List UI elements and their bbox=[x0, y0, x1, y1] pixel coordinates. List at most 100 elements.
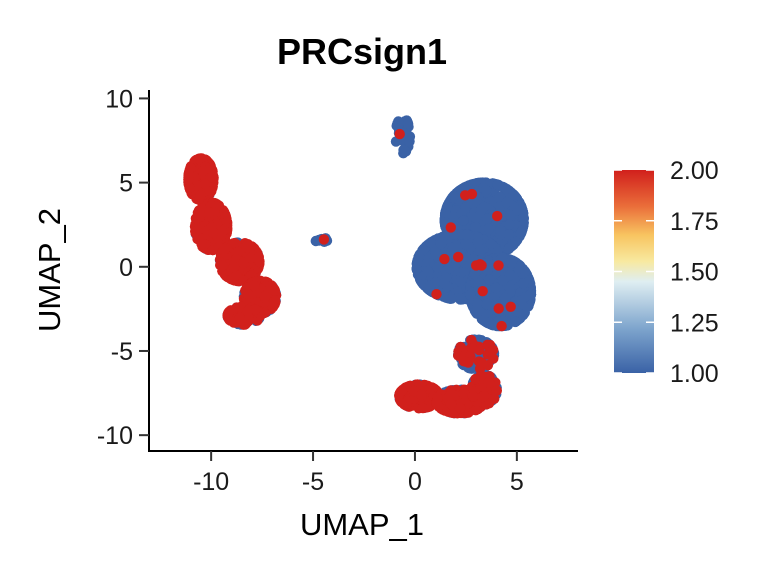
data-point-low bbox=[501, 197, 512, 208]
data-point-low bbox=[470, 221, 481, 233]
data-point-high bbox=[195, 190, 206, 201]
data-point-high bbox=[488, 353, 499, 364]
data-point-low bbox=[470, 212, 482, 223]
colorbar-tick-label: 1.25 bbox=[670, 309, 719, 337]
colorbar-ticks: 1.00 1.25 1.50 1.75 2.00 bbox=[614, 157, 719, 388]
data-point-low bbox=[404, 136, 415, 147]
data-point-high bbox=[208, 227, 219, 238]
data-point-high bbox=[505, 301, 516, 312]
data-point-low bbox=[486, 319, 497, 330]
data-point-high bbox=[259, 291, 271, 302]
data-point-low bbox=[472, 237, 484, 248]
data-point-high bbox=[466, 188, 478, 200]
data-point-high bbox=[431, 289, 442, 300]
data-point-low bbox=[402, 118, 414, 129]
data-point-high bbox=[217, 260, 228, 271]
data-point-high bbox=[231, 269, 242, 281]
y-tick-label: 0 bbox=[119, 254, 133, 282]
data-point-low bbox=[515, 228, 526, 239]
x-tick-label: 0 bbox=[408, 468, 422, 496]
data-point-low bbox=[492, 179, 503, 190]
data-point-high bbox=[492, 210, 503, 222]
data-point-high bbox=[416, 389, 427, 400]
chart-title: PRCsign1 bbox=[277, 31, 447, 72]
colorbar-tick-label: 1.75 bbox=[670, 208, 719, 236]
data-point-high bbox=[463, 357, 474, 368]
data-point-high bbox=[476, 260, 487, 271]
data-point-high bbox=[396, 385, 407, 396]
data-point-low bbox=[490, 282, 502, 294]
data-point-high bbox=[432, 392, 443, 404]
data-point-low bbox=[506, 255, 518, 266]
data-point-high bbox=[491, 385, 502, 396]
data-point-high bbox=[204, 207, 215, 218]
data-point-high bbox=[248, 280, 260, 291]
data-point-high bbox=[475, 370, 487, 381]
data-point-low bbox=[469, 268, 480, 280]
colorbar: 1.00 1.25 1.50 1.75 2.00 bbox=[614, 157, 719, 388]
data-point-high bbox=[453, 251, 464, 263]
data-point-high bbox=[458, 388, 469, 399]
data-point-low bbox=[482, 213, 493, 224]
data-point-low bbox=[425, 237, 436, 248]
data-point-high bbox=[470, 405, 481, 416]
x-tick-label: -5 bbox=[302, 468, 324, 496]
data-point-high bbox=[467, 390, 479, 402]
data-point-high bbox=[496, 320, 507, 332]
data-point-high bbox=[196, 238, 207, 250]
data-point-low bbox=[435, 238, 447, 250]
data-point-high bbox=[493, 260, 504, 271]
y-axis-ticks: -10 -5 0 5 10 bbox=[97, 85, 149, 450]
colorbar-tick-label: 1.00 bbox=[670, 360, 719, 388]
data-point-low bbox=[444, 262, 456, 274]
data-point-high bbox=[394, 128, 405, 140]
data-point-low bbox=[448, 190, 460, 201]
y-tick-label: 5 bbox=[119, 170, 133, 198]
data-point-high bbox=[269, 285, 280, 296]
data-point-high bbox=[483, 398, 495, 409]
data-point-high bbox=[477, 286, 488, 297]
data-point-high bbox=[228, 261, 239, 273]
data-point-high bbox=[223, 307, 234, 319]
x-axis-title: UMAP_1 bbox=[300, 507, 424, 542]
data-point-low bbox=[480, 185, 491, 196]
data-point-high bbox=[425, 383, 436, 394]
data-point-high bbox=[183, 169, 194, 180]
data-point-low bbox=[497, 275, 509, 286]
data-point-low bbox=[485, 239, 497, 250]
data-point-low bbox=[483, 223, 494, 234]
data-point-low bbox=[501, 183, 512, 195]
data-point-high bbox=[253, 251, 264, 263]
data-point-high bbox=[478, 390, 489, 402]
colorbar-tick-label: 2.00 bbox=[670, 157, 719, 185]
x-axis-ticks: -10 -5 0 5 bbox=[193, 451, 524, 496]
data-point-high bbox=[199, 178, 211, 190]
data-point-low bbox=[446, 293, 457, 304]
data-point-low bbox=[500, 292, 511, 304]
data-point-low bbox=[510, 236, 521, 248]
data-point-high bbox=[197, 165, 208, 177]
data-point-low bbox=[398, 144, 409, 156]
data-point-high bbox=[242, 306, 254, 317]
data-point-high bbox=[439, 253, 450, 265]
data-point-low bbox=[516, 295, 527, 306]
data-point-low bbox=[510, 316, 521, 328]
data-point-high bbox=[219, 244, 230, 255]
data-point-low bbox=[455, 276, 466, 287]
data-point-low bbox=[504, 282, 515, 293]
data-point-high bbox=[184, 182, 195, 193]
data-point-low bbox=[481, 298, 492, 310]
colorbar-tick-label: 1.50 bbox=[670, 259, 719, 287]
data-point-low bbox=[495, 225, 506, 236]
x-tick-label: -10 bbox=[193, 468, 229, 496]
data-point-low bbox=[504, 219, 515, 230]
data-point-high bbox=[207, 170, 219, 181]
data-point-high bbox=[194, 154, 205, 165]
data-point-low bbox=[484, 274, 495, 285]
data-point-low bbox=[424, 281, 435, 292]
data-point-low bbox=[422, 266, 434, 277]
data-point-low bbox=[439, 278, 450, 289]
data-point-low bbox=[465, 289, 476, 300]
data-point-high bbox=[217, 226, 228, 237]
